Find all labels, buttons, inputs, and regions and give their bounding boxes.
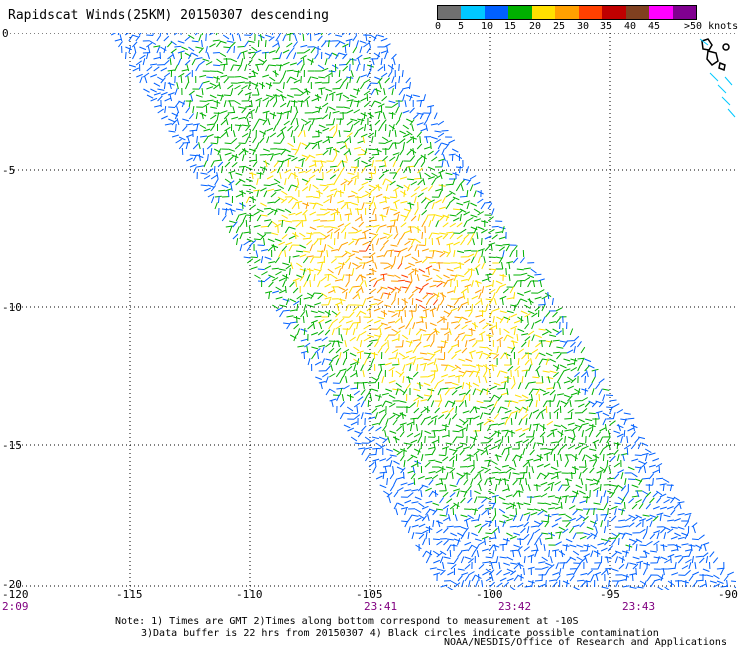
color-swatch	[625, 6, 650, 19]
scale-label: 25	[553, 21, 566, 32]
time-label: 23:41	[364, 600, 398, 613]
time-label: 2:09	[2, 600, 29, 613]
notes: Note: 1) Times are GMT 2)Times along bot…	[115, 616, 659, 640]
scale-label: 45	[648, 21, 661, 32]
scale-labels: 0 5 10 15 20 25 30 35 40 45 >50 knots	[435, 20, 739, 32]
color-swatch	[602, 6, 626, 19]
scale-label: 0	[435, 21, 442, 32]
scale-label: 35	[600, 21, 613, 32]
color-swatch	[649, 6, 673, 19]
scale-label: 30	[577, 21, 590, 32]
scale-label: 40	[624, 21, 637, 32]
scale-label: 10	[481, 21, 494, 32]
color-bar	[437, 5, 697, 20]
x-axis-label: -95	[600, 588, 620, 601]
color-swatch	[438, 6, 462, 19]
scale-label: >50 knots	[684, 21, 739, 32]
color-swatch	[555, 6, 579, 19]
color-swatch	[578, 6, 603, 19]
color-swatch	[484, 6, 509, 19]
note-line: 3)Data buffer is 22 hrs from 20150307 4)…	[141, 628, 659, 639]
y-axis-label: -10	[2, 301, 22, 314]
color-swatch	[672, 6, 696, 19]
time-label: 23:42	[498, 600, 532, 613]
time-label: 23:43	[622, 600, 656, 613]
y-axis-label: -15	[2, 439, 22, 452]
x-axis-label: -120	[2, 588, 29, 601]
x-axis-label: -100	[476, 588, 503, 601]
credit-line: NOAA/NESDIS/Office of Research and Appli…	[444, 637, 727, 648]
x-axis-label: -115	[116, 588, 143, 601]
color-swatch	[461, 6, 485, 19]
scale-label: 15	[504, 21, 517, 32]
y-axis-label: -5	[2, 164, 16, 177]
note-line: Note: 1) Times are GMT 2)Times along bot…	[115, 616, 579, 627]
x-axis-label: -90	[718, 588, 738, 601]
y-axis-label: -20	[2, 578, 22, 591]
wind-map-plot	[10, 33, 736, 590]
cyan-wind-patch	[699, 38, 736, 118]
color-swatch	[531, 6, 556, 19]
x-axis-label: -110	[236, 588, 263, 601]
map-title: Rapidscat Winds(25KM) 20150307 descendin…	[8, 8, 329, 23]
color-swatch	[508, 6, 532, 19]
scale-label: 5	[458, 21, 465, 32]
scale-label: 20	[529, 21, 542, 32]
gridlines	[10, 33, 736, 590]
x-axis-label: -105	[356, 588, 383, 601]
wind-speed-color-scale: 0 5 10 15 20 25 30 35 40 45 >50 knots	[435, 5, 739, 32]
wind-swath	[110, 33, 736, 590]
island-outline	[701, 38, 730, 72]
y-axis-label: 0	[2, 27, 9, 40]
